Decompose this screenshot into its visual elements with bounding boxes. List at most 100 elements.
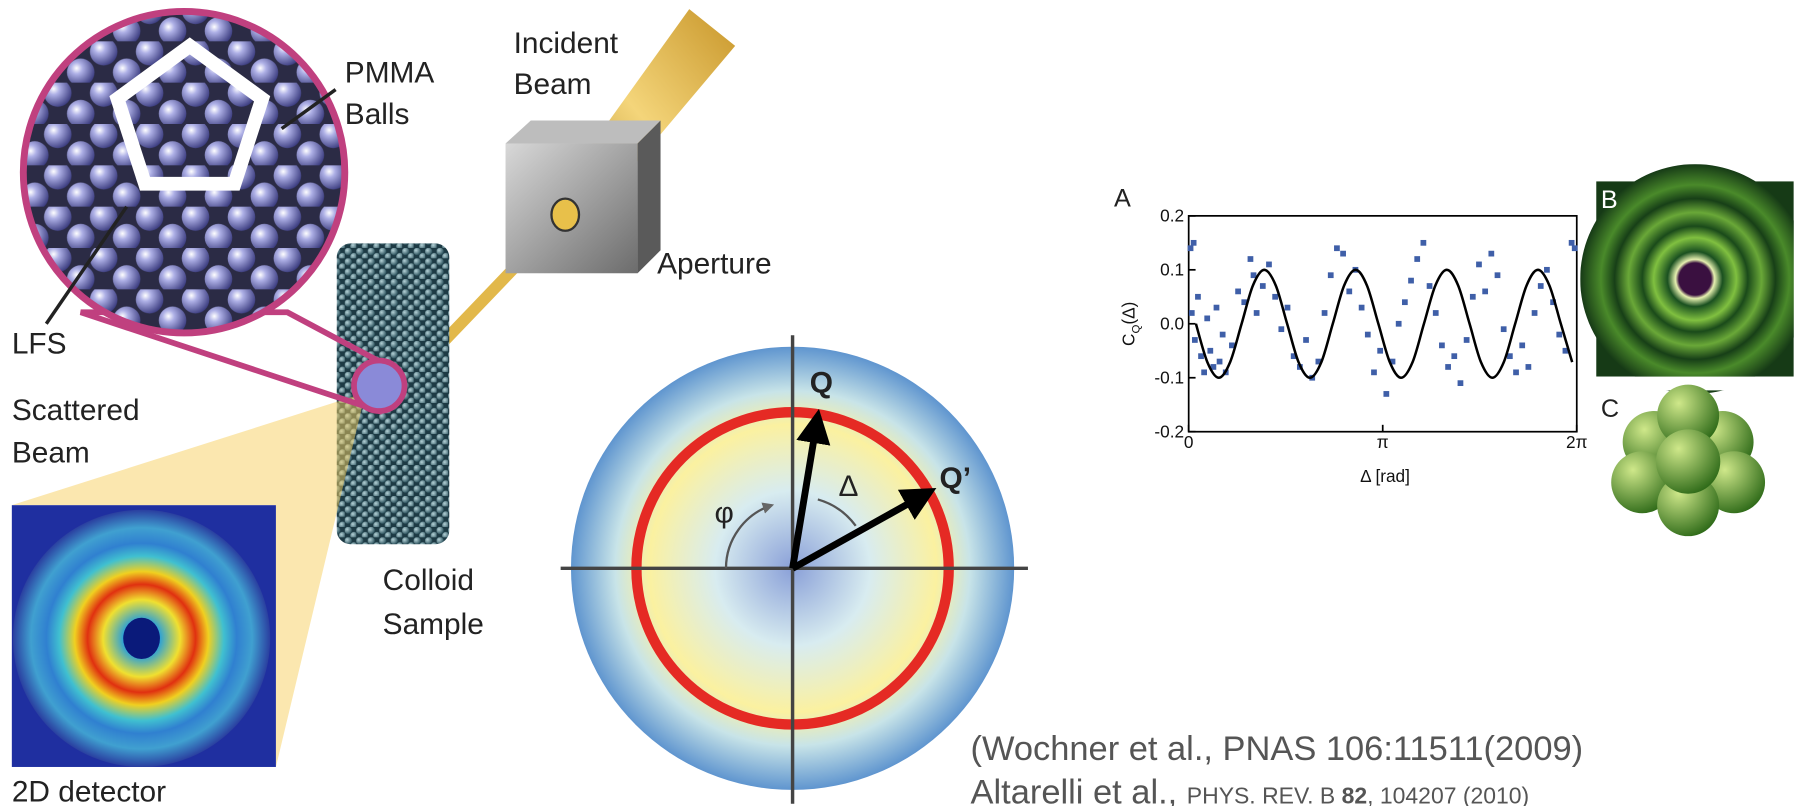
label: 2D detector: [12, 775, 166, 806]
point: [1470, 294, 1476, 300]
label: Q: [810, 367, 833, 400]
y-tick-label: 0.2: [1160, 206, 1184, 226]
x-axis-label: Δ [rad]: [1360, 466, 1410, 486]
point: [1260, 283, 1266, 289]
panel-label: C: [1601, 395, 1619, 423]
point: [1464, 337, 1470, 343]
point: [1476, 262, 1482, 268]
point: [1207, 348, 1213, 354]
point: [1322, 310, 1328, 316]
point: [1334, 245, 1340, 251]
point: [1569, 240, 1575, 246]
point: [1371, 369, 1377, 375]
point: [1235, 289, 1241, 295]
label: Balls: [345, 98, 410, 131]
aperture-top: [506, 121, 661, 144]
point: [1189, 310, 1195, 316]
label: Scattered: [12, 394, 140, 427]
point: [1198, 353, 1204, 359]
point: [1192, 337, 1198, 343]
point: [1201, 369, 1207, 375]
label: Beam: [514, 68, 592, 101]
mask: [1794, 172, 1801, 390]
point: [1191, 240, 1197, 246]
point: [1359, 305, 1365, 311]
label: φ: [715, 496, 734, 529]
point: [1272, 294, 1278, 300]
point: [1445, 364, 1451, 370]
point: [1220, 332, 1226, 338]
point: [1402, 299, 1408, 305]
citation: Altarelli et al., PHYS. REV. B 82, 10420…: [971, 774, 1530, 806]
citation-part: PHYS. REV. B: [1187, 783, 1342, 806]
y-tick-label: 0.1: [1160, 260, 1184, 280]
point: [1266, 262, 1272, 268]
label: Incident: [514, 27, 619, 60]
point: [1482, 289, 1488, 295]
point: [1303, 337, 1309, 343]
point: [1526, 364, 1532, 370]
point: [1427, 283, 1433, 289]
y-tick-label: 0.0: [1160, 314, 1184, 334]
point: [1248, 256, 1254, 262]
citation-part: , 104207 (2010): [1367, 783, 1529, 806]
point: [1328, 272, 1334, 278]
point: [1188, 245, 1194, 251]
point: [1451, 353, 1457, 359]
point: [1377, 348, 1383, 354]
panel-label: A: [1114, 185, 1131, 213]
y-label-part: C: [1119, 334, 1139, 346]
point: [1204, 316, 1210, 322]
y-label-part: (Δ): [1119, 302, 1139, 325]
label: LFS: [12, 328, 67, 361]
point: [1365, 332, 1371, 338]
panel-label: B: [1601, 186, 1618, 214]
point: [1458, 380, 1464, 386]
label: Sample: [383, 608, 484, 641]
citation: (Wochner et al., PNAS 106:11511(2009): [971, 730, 1584, 768]
point: [1519, 342, 1525, 348]
point: [1532, 310, 1538, 316]
point: [1414, 256, 1420, 262]
x-tick-label: π: [1377, 432, 1389, 452]
label: Colloid: [383, 564, 474, 597]
x-tick-label: 2π: [1566, 432, 1588, 452]
point: [1538, 283, 1544, 289]
aperture-hole: [551, 199, 579, 231]
point: [1433, 310, 1439, 316]
point: [1340, 251, 1346, 257]
point: [1217, 359, 1223, 365]
point: [1383, 391, 1389, 397]
chart: A Δ [rad] CQ(Δ) -0.2-0.10.00.10.20π2π: [1114, 185, 1588, 487]
point: [1572, 245, 1578, 251]
point: [1544, 267, 1550, 273]
cluster: [1611, 385, 1765, 537]
zoom-spot: [354, 361, 405, 412]
figure: PMMA Balls Incident Beam Aperture LFS Sc…: [0, 0, 1801, 806]
page: PMMA Balls Incident Beam Aperture LFS Sc…: [0, 0, 1801, 806]
point: [1195, 294, 1201, 300]
plot-frame: [1189, 216, 1577, 432]
point: [1278, 326, 1284, 332]
label: Aperture: [657, 247, 771, 280]
fit-curve: [1196, 270, 1572, 378]
point: [1495, 272, 1501, 278]
label: PMMA: [345, 57, 435, 90]
point: [1501, 326, 1507, 332]
point: [1285, 305, 1291, 311]
point: [1408, 278, 1414, 284]
beamstop: [123, 618, 160, 659]
point: [1439, 342, 1445, 348]
point: [1421, 240, 1427, 246]
point: [1346, 289, 1352, 295]
point: [1254, 310, 1260, 316]
x-tick-label: 0: [1184, 432, 1194, 452]
y-axis-label: CQ(Δ): [1119, 302, 1143, 346]
label: Beam: [12, 437, 90, 470]
point: [1488, 251, 1494, 257]
label: Q’: [940, 462, 972, 495]
label: Δ: [839, 470, 859, 503]
point: [1556, 332, 1562, 338]
citation-part: 82: [1342, 783, 1368, 806]
y-tick-label: -0.2: [1154, 421, 1184, 441]
